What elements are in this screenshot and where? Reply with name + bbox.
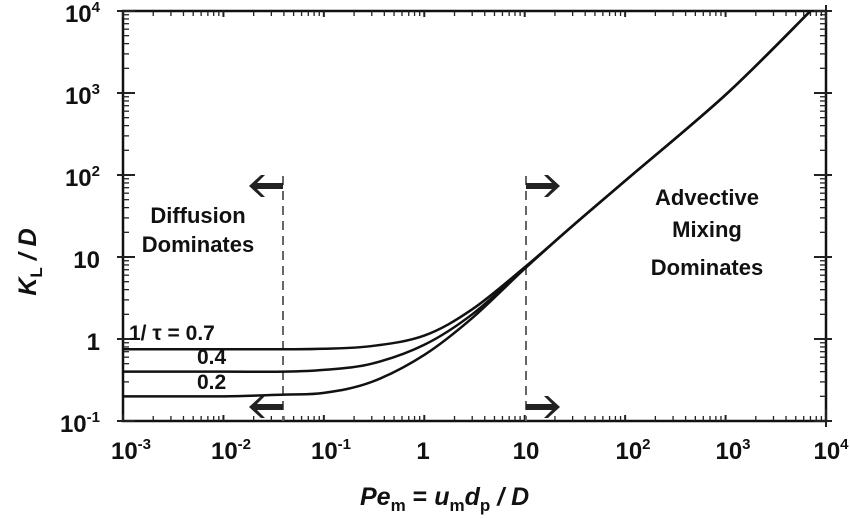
y-tick-1e2: 102 (65, 163, 100, 192)
curve-label-0.2: 0.2 (197, 371, 226, 394)
y-tick-1e1: 10 (73, 247, 100, 274)
y-tick-1e-1: 10-1 (60, 409, 100, 438)
axis-ticks (117, 5, 832, 427)
x-tick-labels: 10-3 10-2 10-1 1 10 102 103 104 (111, 436, 849, 465)
y-tick-labels: 104 103 102 10 1 10-1 (60, 0, 101, 438)
curve-label-0.4: 0.4 (197, 346, 227, 369)
y-tick-1: 1 (87, 329, 100, 356)
svg-text:Mixing: Mixing (672, 217, 742, 242)
left-arrow-icon-top (249, 175, 283, 197)
right-arrow-icon-bottom (526, 396, 560, 418)
curve-0.2 (122, 10, 812, 398)
curve-10.7 (123, 10, 812, 351)
x-axis-title: Pem = umdp / D (360, 483, 529, 515)
right-arrow-icon-top (526, 175, 560, 197)
x-tick-1e2: 102 (615, 436, 650, 465)
svg-text:Dominates: Dominates (651, 255, 763, 280)
y-axis-title: KL / D (14, 228, 46, 295)
svg-text:Dominates: Dominates (142, 232, 254, 257)
diffusion-annotation: Diffusion Dominates (142, 203, 254, 257)
x-tick-1e-1: 10-1 (311, 436, 351, 465)
x-tick-1: 1 (416, 438, 429, 465)
svg-text:Diffusion: Diffusion (150, 203, 245, 228)
x-tick-1e3: 103 (715, 436, 750, 465)
y-tick-1e4: 104 (65, 0, 101, 28)
x-tick-10: 10 (513, 438, 540, 465)
x-tick-1e4: 104 (813, 436, 849, 465)
advective-annotation: Advective Mixing Dominates (651, 185, 763, 280)
y-tick-1e3: 103 (65, 81, 100, 110)
curve-label-0.7: 1/ τ = 0.7 (129, 322, 215, 345)
svg-text:Advective: Advective (655, 185, 759, 210)
curves (122, 10, 812, 398)
left-arrow-icon-bottom (249, 396, 283, 418)
x-tick-1e-3: 10-3 (111, 436, 151, 465)
x-tick-1e-2: 10-2 (211, 436, 251, 465)
plot-frame (121, 9, 828, 423)
